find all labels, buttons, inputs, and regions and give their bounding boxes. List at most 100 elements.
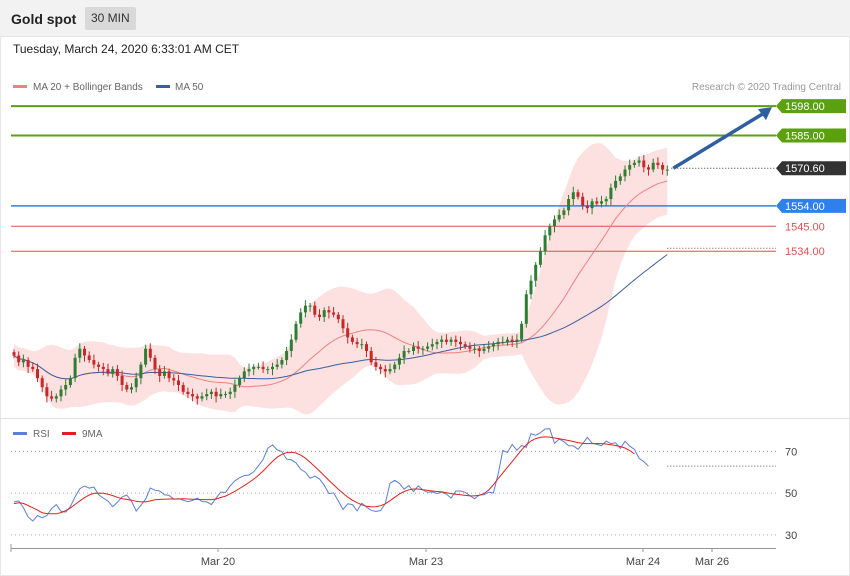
candle-body [665,169,669,171]
candle-body [581,196,585,206]
candle-body [308,305,312,307]
instrument-title: Gold spot [11,11,77,27]
rsi-tick-label: 50 [785,488,797,500]
candle-body [651,162,655,170]
level-label-resistance: 1585.00 [785,131,825,143]
candle-body [120,375,124,385]
candle-body [661,165,665,170]
candle-body [477,348,481,351]
level-label-support: 1534.00 [785,246,825,258]
candle-body [59,389,63,397]
candle-body [289,339,293,351]
candle-body [73,357,77,379]
time-axis-label: Mar 24 [626,556,660,568]
candle-body [468,346,472,349]
level-label-resistance: 1598.00 [785,101,825,113]
candle-body [200,396,204,399]
candle-body [186,391,190,395]
candle-body [350,337,354,342]
rsi-ma-legend-swatch [62,432,76,435]
candle-body [459,341,462,345]
candle-body [285,350,289,361]
candle-body [195,396,199,399]
candle-body [144,348,148,365]
candle-body [538,251,542,265]
candle-body [219,394,223,397]
candle-body [322,310,326,317]
candle-body [642,160,646,168]
candle-body [496,341,500,345]
candle-body [205,394,209,397]
candle-body [501,341,505,343]
candle-body [449,339,453,342]
candle-body [313,305,317,315]
candle-body [463,344,467,347]
ma50-legend-label: MA 50 [175,82,204,93]
timeframe-badge[interactable]: 30 MIN [85,7,136,30]
candle-body [191,394,195,397]
candle-body [172,378,176,381]
candle-body [242,371,246,379]
candle-body [487,346,491,349]
time-axis: Mar 20 Mar 23 Mar 24 Mar 26 [10,544,776,568]
candle-body [214,391,218,397]
candle-body [97,364,101,367]
candle-body [341,319,345,329]
candle-body [360,344,364,346]
candle-body [524,294,528,324]
bollinger-band [14,143,668,415]
top-bar [0,0,850,36]
candle-body [397,357,401,365]
candle-body [656,162,660,166]
candle-body [153,357,157,370]
candle-body [491,344,495,347]
candle-body [181,384,185,392]
candle-body [365,344,368,351]
forecast-arrow-head [758,107,772,121]
ma50-legend-swatch [156,85,170,88]
candle-body [280,360,284,365]
candle-body [167,371,171,379]
candle-body [26,360,30,367]
candle-body [271,366,274,370]
candle-body [130,387,133,390]
candle-body [374,362,378,367]
candle-body [275,364,279,367]
candle-body [209,391,213,395]
ma20-line [13,180,668,388]
candle-body [224,394,227,396]
candle-body [444,339,448,342]
rsi-tick-label: 70 [785,446,797,458]
candle-body [393,364,397,370]
candle-body [421,348,425,350]
candle-body [31,366,35,370]
candle-body [83,348,86,356]
candle-body [604,199,608,202]
candle-body [327,310,331,313]
candle-body [510,339,514,342]
candle-body [571,192,575,200]
candle-body [623,169,627,177]
candle-body [162,371,166,376]
forecast-arrow-shaft [672,111,765,170]
time-axis-label: Mar 23 [409,556,443,568]
candle-body [402,350,406,358]
candle-body [590,201,594,209]
candle-body [303,305,307,313]
level-tag-pivot [776,198,846,213]
candle-body [68,378,72,385]
candle-body [482,348,486,351]
candle-body [21,360,25,363]
candle-body [12,352,16,356]
rsi-ma-legend-label: 9MA [82,429,103,440]
candle-body [17,355,21,363]
candle-body [609,187,613,200]
level-tag-current [776,161,846,176]
candle-body [50,396,54,399]
candle-body [426,346,430,349]
candle-body [92,360,96,365]
level-label-support: 1545.00 [785,221,825,233]
rsi-legend: RSI 9MA [13,429,103,440]
candle-body [87,355,91,361]
